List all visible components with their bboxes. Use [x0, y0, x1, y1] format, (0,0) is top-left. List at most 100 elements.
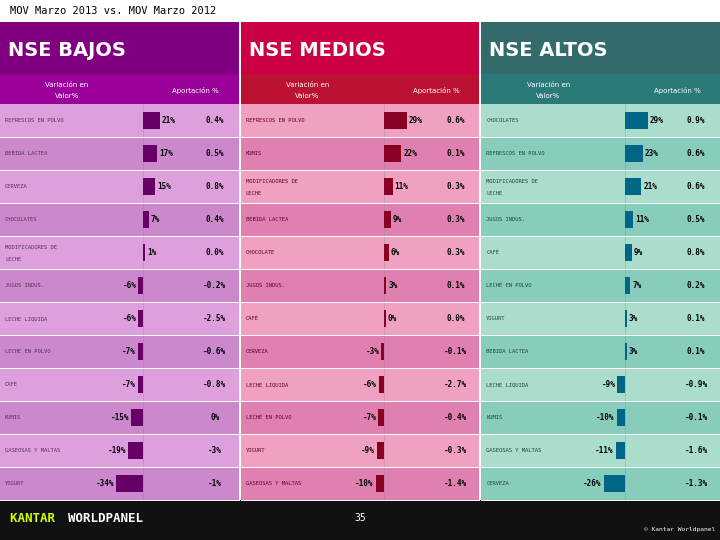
Text: LECHE EN POLVO: LECHE EN POLVO [246, 415, 291, 420]
Text: MOV Marzo 2013 vs. MOV Marzo 2012: MOV Marzo 2013 vs. MOV Marzo 2012 [10, 6, 216, 16]
Bar [482, 104, 720, 137]
Text: 0.4%: 0.4% [205, 116, 224, 125]
Bar [138, 376, 143, 393]
Text: CERVEZA: CERVEZA [486, 481, 509, 486]
Text: -3%: -3% [366, 347, 379, 356]
Text: LECHE: LECHE [486, 191, 503, 195]
Text: -2.5%: -2.5% [203, 314, 226, 323]
Text: -10%: -10% [596, 413, 615, 422]
Text: LECHE EN POLVO: LECHE EN POLVO [486, 283, 532, 288]
Text: CERVEZA: CERVEZA [246, 349, 269, 354]
Bar [138, 310, 143, 327]
Text: -0.3%: -0.3% [444, 446, 467, 455]
Text: CAFÉ: CAFÉ [5, 382, 18, 387]
Bar [616, 442, 624, 459]
Text: LECHE: LECHE [5, 256, 22, 261]
Text: 0.2%: 0.2% [687, 281, 706, 290]
Bar [482, 368, 720, 401]
Text: JUGOS INDUS.: JUGOS INDUS. [486, 217, 526, 222]
Text: MODIFICADORES DE: MODIFICADORES DE [486, 179, 539, 184]
Text: KANTAR: KANTAR [10, 511, 63, 524]
Text: 0.4%: 0.4% [205, 215, 224, 224]
Bar [384, 244, 389, 261]
Text: -7%: -7% [122, 347, 135, 356]
Bar [116, 475, 143, 492]
Text: -34%: -34% [96, 479, 114, 488]
Text: Aportación %: Aportación % [172, 87, 219, 94]
Text: -15%: -15% [111, 413, 129, 422]
Bar [624, 145, 643, 162]
Text: Valor%: Valor% [55, 92, 79, 99]
Text: 3%: 3% [388, 281, 397, 290]
Bar [384, 211, 391, 228]
Text: KUMIS: KUMIS [486, 415, 503, 420]
Text: 29%: 29% [649, 116, 664, 125]
Bar [616, 409, 624, 426]
Text: -0.4%: -0.4% [444, 413, 467, 422]
Bar [379, 376, 384, 393]
Bar [143, 178, 156, 195]
Text: JUGOS INDUS.: JUGOS INDUS. [5, 283, 44, 288]
Text: GASEOSAS Y MALTAS: GASEOSAS Y MALTAS [246, 481, 301, 486]
Text: GASEOSAS Y MALTAS: GASEOSAS Y MALTAS [486, 448, 541, 453]
Text: 3%: 3% [629, 347, 638, 356]
Text: CHOCOLATES: CHOCOLATES [486, 118, 519, 123]
Text: -11%: -11% [595, 446, 613, 455]
Bar [482, 269, 720, 302]
Text: CERVEZA: CERVEZA [5, 184, 28, 189]
Text: -0.8%: -0.8% [203, 380, 226, 389]
Text: 29%: 29% [409, 116, 423, 125]
Bar [0, 170, 238, 203]
Bar [138, 277, 143, 294]
Text: -0.6%: -0.6% [203, 347, 226, 356]
Bar [240, 22, 480, 74]
Text: 7%: 7% [150, 215, 160, 224]
Bar [240, 269, 480, 302]
Text: -0.1%: -0.1% [444, 347, 467, 356]
Text: 11%: 11% [635, 215, 649, 224]
Text: -1.4%: -1.4% [444, 479, 467, 488]
Bar [240, 434, 480, 467]
Text: 0.3%: 0.3% [446, 182, 464, 191]
Bar [482, 302, 720, 335]
Text: -9%: -9% [601, 380, 616, 389]
Text: -1.3%: -1.3% [685, 479, 708, 488]
Bar [604, 475, 624, 492]
Bar [624, 310, 627, 327]
Text: NSE MEDIOS: NSE MEDIOS [248, 41, 385, 60]
Bar [0, 467, 238, 500]
Text: BEBIDA LACTEA: BEBIDA LACTEA [486, 349, 528, 354]
Bar [240, 170, 480, 203]
Text: 35: 35 [354, 513, 366, 523]
Bar [482, 170, 720, 203]
Bar [624, 343, 627, 360]
Text: CHOCOLATE: CHOCOLATE [246, 250, 275, 255]
Bar [482, 467, 720, 500]
Text: BEBIDA LACTEA: BEBIDA LACTEA [246, 217, 288, 222]
Bar [624, 211, 634, 228]
Text: -1%: -1% [208, 479, 222, 488]
Text: WORLDPANEL: WORLDPANEL [68, 511, 143, 524]
Text: Valor%: Valor% [536, 92, 560, 99]
Text: -0.2%: -0.2% [203, 281, 226, 290]
Bar [384, 178, 392, 195]
Bar [0, 269, 238, 302]
Bar [382, 343, 384, 360]
Text: -19%: -19% [107, 446, 126, 455]
Text: -3%: -3% [208, 446, 222, 455]
Bar [482, 236, 720, 269]
Text: -7%: -7% [122, 380, 135, 389]
Text: LECHE EN POLVO: LECHE EN POLVO [5, 349, 50, 354]
Text: REFRESCOS EN POLVO: REFRESCOS EN POLVO [5, 118, 63, 123]
Text: 15%: 15% [157, 182, 171, 191]
Text: -6%: -6% [122, 281, 136, 290]
Text: -0.1%: -0.1% [685, 413, 708, 422]
Bar [482, 401, 720, 434]
Bar [384, 112, 407, 129]
Bar [377, 442, 384, 459]
Bar [240, 203, 480, 236]
Text: 11%: 11% [395, 182, 408, 191]
Bar [482, 434, 720, 467]
Text: Aportación %: Aportación % [654, 87, 701, 94]
Text: BEBIDA LACTEA: BEBIDA LACTEA [5, 151, 48, 156]
